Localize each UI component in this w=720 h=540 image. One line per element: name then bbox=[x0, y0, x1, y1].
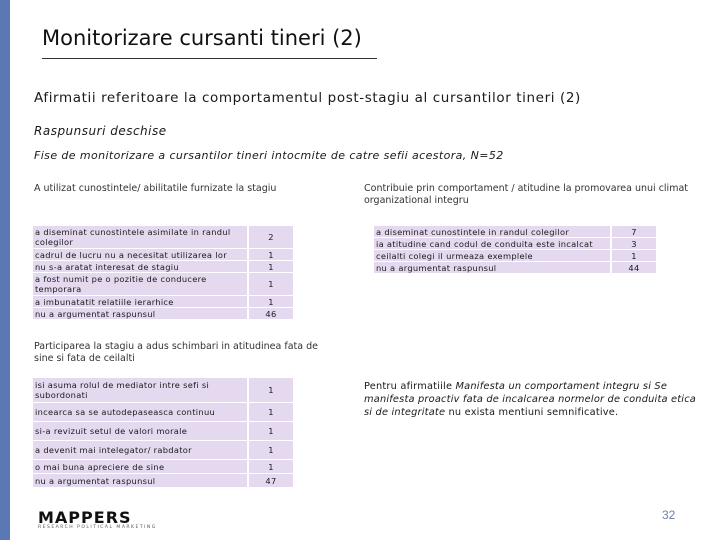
table-row: o mai buna apreciere de sine 1 bbox=[33, 459, 293, 474]
row-value: 47 bbox=[247, 473, 293, 488]
row-label: ceilalti colegi il urmeaza exemplele bbox=[374, 249, 611, 262]
row-value: 1 bbox=[247, 459, 293, 474]
row-label: nu a argumentat raspunsul bbox=[33, 473, 248, 488]
row-value: 1 bbox=[247, 440, 293, 460]
table-row: nu a argumentat raspunsul 46 bbox=[33, 307, 293, 320]
page-number: 32 bbox=[662, 508, 676, 522]
table-row: a devenit mai intelegator/ rabdator 1 bbox=[33, 440, 293, 460]
row-label: a diseminat cunostintele asimilate in ra… bbox=[33, 226, 248, 249]
table-row: a imbunatatit relatiile ierarhice 1 bbox=[33, 295, 293, 308]
row-label: a fost numit pe o pozitie de conducere t… bbox=[33, 272, 248, 296]
table-row: a fost numit pe o pozitie de conducere t… bbox=[33, 272, 293, 296]
title-underline bbox=[42, 58, 377, 59]
paragraph-suffix: nu exista mentiuni semnificative. bbox=[445, 407, 619, 418]
row-value: 1 bbox=[610, 249, 656, 262]
row-label: a devenit mai intelegator/ rabdator bbox=[33, 440, 248, 460]
section-heading: Raspunsuri deschise bbox=[34, 124, 167, 138]
left-accent-bar bbox=[0, 0, 10, 540]
logo-tagline: RESEARCH POLITICAL MARKETING bbox=[38, 525, 157, 530]
row-label: a imbunatatit relatiile ierarhice bbox=[33, 295, 248, 308]
row-label: nu a argumentat raspunsul bbox=[374, 261, 611, 274]
table-row: nu s-a aratat interesat de stagiu 1 bbox=[33, 260, 293, 273]
row-label: cadrul de lucru nu a necesitat utilizare… bbox=[33, 248, 248, 261]
table-contributie-caption: Contribuie prin comportament / atitudine… bbox=[364, 183, 689, 206]
table-row: nu a argumentat raspunsul 44 bbox=[374, 261, 656, 274]
row-value: 44 bbox=[610, 261, 656, 274]
row-label: a diseminat cunostintele in randul coleg… bbox=[374, 226, 611, 238]
table-utilizat-caption: A utilizat cunostintele/ abilitatile fur… bbox=[34, 183, 277, 194]
row-value: 1 bbox=[247, 260, 293, 273]
row-label: nu s-a aratat interesat de stagiu bbox=[33, 260, 248, 273]
row-value: 1 bbox=[247, 421, 293, 441]
row-label: nu a argumentat raspunsul bbox=[33, 307, 248, 320]
sample-note: Fise de monitorizare a cursantilor tiner… bbox=[34, 149, 504, 162]
table-participarea-caption: Participarea la stagiu a adus schimbari … bbox=[34, 341, 318, 364]
row-value: 1 bbox=[247, 402, 293, 422]
table-row: incearca sa se autodepaseasca continuu 1 bbox=[33, 402, 293, 422]
row-value: 46 bbox=[247, 307, 293, 320]
page-title: Monitorizare cursanti tineri (2) bbox=[42, 26, 362, 50]
table-row: nu a argumentat raspunsul 47 bbox=[33, 473, 293, 488]
paragraph-prefix: Pentru afirmatiile bbox=[364, 381, 456, 392]
row-label: ia atitudine cand codul de conduita este… bbox=[374, 237, 611, 250]
table-row: ceilalti colegi il urmeaza exemplele 1 bbox=[374, 249, 656, 262]
row-value: 1 bbox=[247, 248, 293, 261]
table-row: a diseminat cunostintele in randul coleg… bbox=[374, 226, 656, 238]
table-row: ia atitudine cand codul de conduita este… bbox=[374, 237, 656, 250]
row-label: si-a revizuit setul de valori morale bbox=[33, 421, 248, 441]
table-participarea: isi asuma rolul de mediator intre sefi s… bbox=[33, 378, 293, 488]
row-value: 3 bbox=[610, 237, 656, 250]
mappers-logo: MAPPERS bbox=[38, 508, 132, 527]
table-row: cadrul de lucru nu a necesitat utilizare… bbox=[33, 248, 293, 261]
row-label: o mai buna apreciere de sine bbox=[33, 459, 248, 474]
table-contributie: a diseminat cunostintele in randul coleg… bbox=[374, 226, 656, 274]
table-utilizat: a diseminat cunostintele asimilate in ra… bbox=[33, 226, 293, 320]
row-value: 1 bbox=[247, 295, 293, 308]
row-value: 1 bbox=[247, 272, 293, 296]
table-row: isi asuma rolul de mediator intre sefi s… bbox=[33, 378, 293, 403]
row-value: 7 bbox=[610, 226, 656, 238]
paragraph-italic: Manifesta un comportament integru si Se … bbox=[364, 381, 696, 418]
page-subtitle: Afirmatii referitoare la comportamentul … bbox=[34, 90, 581, 106]
row-label: isi asuma rolul de mediator intre sefi s… bbox=[33, 378, 248, 403]
table-row: a diseminat cunostintele asimilate in ra… bbox=[33, 226, 293, 249]
row-value: 2 bbox=[247, 226, 293, 249]
row-value: 1 bbox=[247, 378, 293, 403]
row-label: incearca sa se autodepaseasca continuu bbox=[33, 402, 248, 422]
table-row: si-a revizuit setul de valori morale 1 bbox=[33, 421, 293, 441]
no-mentions-paragraph: Pentru afirmatiile Manifesta un comporta… bbox=[364, 380, 700, 419]
